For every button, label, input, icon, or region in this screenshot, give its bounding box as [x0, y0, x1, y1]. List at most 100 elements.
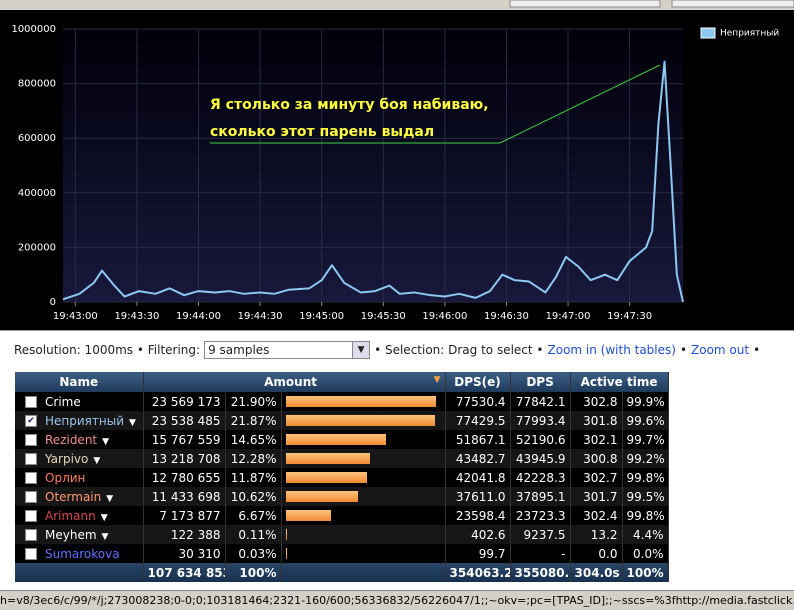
amount: 30 310: [143, 544, 226, 563]
row: Crime 23 569 173 21.90% 77530.4 77842.1 302.8…: [15, 392, 669, 411]
amount: 13 218 708: [143, 449, 226, 468]
filter-select[interactable]: 9 samples ▼: [204, 340, 371, 359]
dps: 23723.3: [510, 506, 571, 525]
select-value: 9 samples: [208, 342, 270, 357]
player-name: Неприятный: [45, 413, 124, 428]
amount: 11 433 698: [143, 487, 226, 506]
percent: 6.67%: [225, 506, 282, 525]
toolbar: Resolution: 1000ms • Filtering: 9 sample…: [0, 330, 794, 368]
total-pct: 100%: [225, 563, 282, 582]
x-tick-label: 19:47:30: [607, 311, 652, 322]
checkbox[interactable]: [25, 396, 37, 408]
percent: 12.28%: [225, 449, 282, 468]
row: Rezident ▼ 15 767 559 14.65% 51867.1 52190.6 3…: [15, 430, 669, 449]
percent: 21.90%: [225, 392, 282, 411]
player-name: Crime: [45, 394, 81, 409]
bar-cell: [281, 506, 446, 525]
name-cell: Crime: [15, 392, 144, 411]
amount: 12 780 655: [143, 468, 226, 487]
percent: 14.65%: [225, 430, 282, 449]
header[interactable]: Active time: [570, 372, 669, 392]
header[interactable]: DPS: [510, 372, 571, 392]
amount: 122 388: [143, 525, 226, 544]
annotation: Я столько за минуту боя набиваю,: [210, 97, 489, 113]
amount-bar: [285, 396, 436, 407]
percent: 0.03%: [225, 544, 282, 563]
sort-arrow: ▼: [433, 375, 441, 385]
menu-arrow[interactable]: ▼: [102, 436, 110, 447]
dps: 42228.3: [510, 468, 571, 487]
bar-cell: [281, 392, 446, 411]
amount-bar: [285, 434, 386, 445]
player-name: Орлин: [45, 470, 86, 485]
window-top: [0, 0, 794, 10]
total-row: 107 634 853100%354063.2355080.5304.0s100…: [15, 563, 669, 582]
player-name: Arimann: [45, 508, 96, 523]
amount: 23 538 485: [143, 411, 226, 430]
row: Meyhem ▼ 122 388 0.11% 402.6 9237.5 13.2 4.4%: [15, 525, 669, 544]
active: 302.8: [570, 392, 623, 411]
annotation-arrow: [210, 64, 661, 144]
zoom-out-link[interactable]: Zoom out: [691, 342, 750, 357]
name-cell: Yarpivo ▼: [15, 449, 144, 468]
checkbox[interactable]: [25, 529, 37, 541]
checkbox[interactable]: [25, 491, 37, 503]
player-name: Meyhem: [45, 527, 97, 542]
name-cell: Орлин: [15, 468, 144, 487]
bar-cell: [281, 449, 446, 468]
y-tick-label: 600000: [18, 133, 56, 144]
player-name: Sumarokova: [45, 546, 120, 561]
bar-cell: [281, 430, 446, 449]
active: 301.8: [570, 411, 623, 430]
checkbox[interactable]: ✔: [25, 415, 37, 427]
legend-swatch: [700, 27, 716, 39]
separator: •: [679, 342, 688, 357]
checkbox[interactable]: [25, 510, 37, 522]
header[interactable]: Name: [15, 372, 144, 392]
bar-cell: [281, 468, 446, 487]
active-pct: 99.6%: [622, 411, 669, 430]
menu-arrow[interactable]: ▼: [93, 455, 101, 466]
row: Орлин 12 780 655 11.87% 42041.8 42228.3 302.7…: [15, 468, 669, 487]
x-tick-label: 19:44:00: [176, 311, 221, 322]
active-pct: 99.2%: [622, 449, 669, 468]
name-cell: Otermain ▼: [15, 487, 144, 506]
dpse: 37611.0: [445, 487, 511, 506]
zoom-in-link[interactable]: Zoom in (with tables): [547, 342, 676, 357]
active: 302.1: [570, 430, 623, 449]
y-tick-label: 1000000: [11, 24, 56, 35]
dps: 77993.4: [510, 411, 571, 430]
checkbox[interactable]: [25, 453, 37, 465]
total-active: 304.0s: [570, 563, 623, 582]
chart: Я столько за минуту боя набиваю, сколько…: [0, 0, 794, 330]
header[interactable]: DPS(e): [445, 372, 511, 392]
menu-arrow[interactable]: ▼: [129, 417, 136, 428]
active-pct: 99.8%: [622, 468, 669, 487]
total-amount: 107 634 853: [143, 563, 226, 582]
header[interactable]: Amount ▼: [143, 372, 446, 392]
header-text: Amount: [264, 375, 317, 389]
x-tick-label: 19:43:00: [53, 311, 98, 322]
bar-cell: [281, 411, 446, 430]
active-pct: 99.5%: [622, 487, 669, 506]
checkbox[interactable]: [25, 472, 37, 484]
legend-label: Неприятный: [720, 29, 779, 39]
dpse: 51867.1: [445, 430, 511, 449]
checkbox[interactable]: [25, 434, 37, 446]
dropdown-arrow[interactable]: ▼: [352, 341, 370, 358]
checkbox[interactable]: [25, 548, 37, 560]
y-tick-label: 400000: [18, 188, 56, 199]
plot-area: [63, 29, 683, 302]
menu-arrow[interactable]: ▼: [101, 531, 109, 542]
label: Resolution: 1000ms • Filtering:: [14, 342, 201, 357]
series-line: [62, 60, 684, 303]
player-name: Yarpivo: [45, 451, 89, 466]
x-tick-label: 19:43:30: [114, 311, 159, 322]
status-bar: h=v8/3ec6/c/99/*/j;273008238;0-0;0;10318…: [0, 590, 794, 610]
bar-cell: [281, 544, 446, 563]
menu-arrow[interactable]: ▼: [106, 493, 114, 504]
total-dpse: 354063.2: [445, 563, 511, 582]
menu-arrow[interactable]: ▼: [100, 512, 108, 523]
percent: 0.11%: [225, 525, 282, 544]
active: 302.4: [570, 506, 623, 525]
